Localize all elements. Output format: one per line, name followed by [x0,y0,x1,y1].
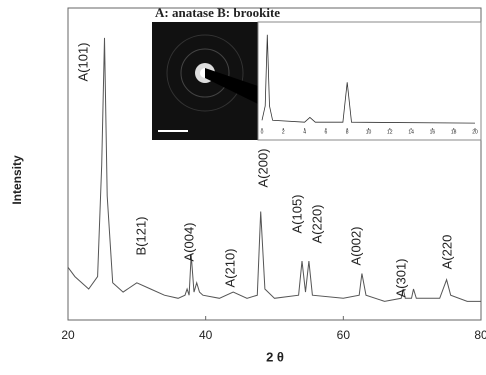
x-tick-label: 12 [387,129,393,135]
x-tick-label: 40 [199,328,213,342]
x-tick-label: 14 [408,129,414,135]
x-tick-label: 6 [325,129,328,135]
legend-text: A: anatase B: brookite [155,5,280,20]
x-tick-label: 60 [337,328,351,342]
x-tick-label: 4 [303,129,306,135]
y-axis-label: Intensity [10,155,24,205]
x-tick-label: 8 [346,129,349,135]
x-tick-label: 2 [282,129,285,135]
chart: A: anatase B: brookite 2 θ Intensity 204… [0,0,486,370]
peak-label: A(220) [309,204,324,243]
peak-label: A(220 [439,235,454,270]
x-axis-label: 2 θ [266,349,284,364]
x-tick-label: 20 [472,129,478,135]
x-tick-label: 20 [61,328,75,342]
peak-label: A(200) [255,148,270,187]
x-tick-label: 10 [366,129,372,135]
peak-label: A(210) [222,248,237,287]
x-tick-label: 16 [430,129,436,135]
peak-label: A(105) [289,194,304,233]
peak-label: B(121) [133,216,148,255]
diffraction-image [152,22,258,140]
peak-label: A(002) [348,226,363,265]
x-tick-label: 18 [451,129,457,135]
peak-label: A(101) [75,42,90,81]
x-tick-label: 0 [261,129,264,135]
peak-label: A(004) [181,222,196,261]
peak-label: A(301) [393,258,408,297]
x-tick-label: 80 [474,328,486,342]
